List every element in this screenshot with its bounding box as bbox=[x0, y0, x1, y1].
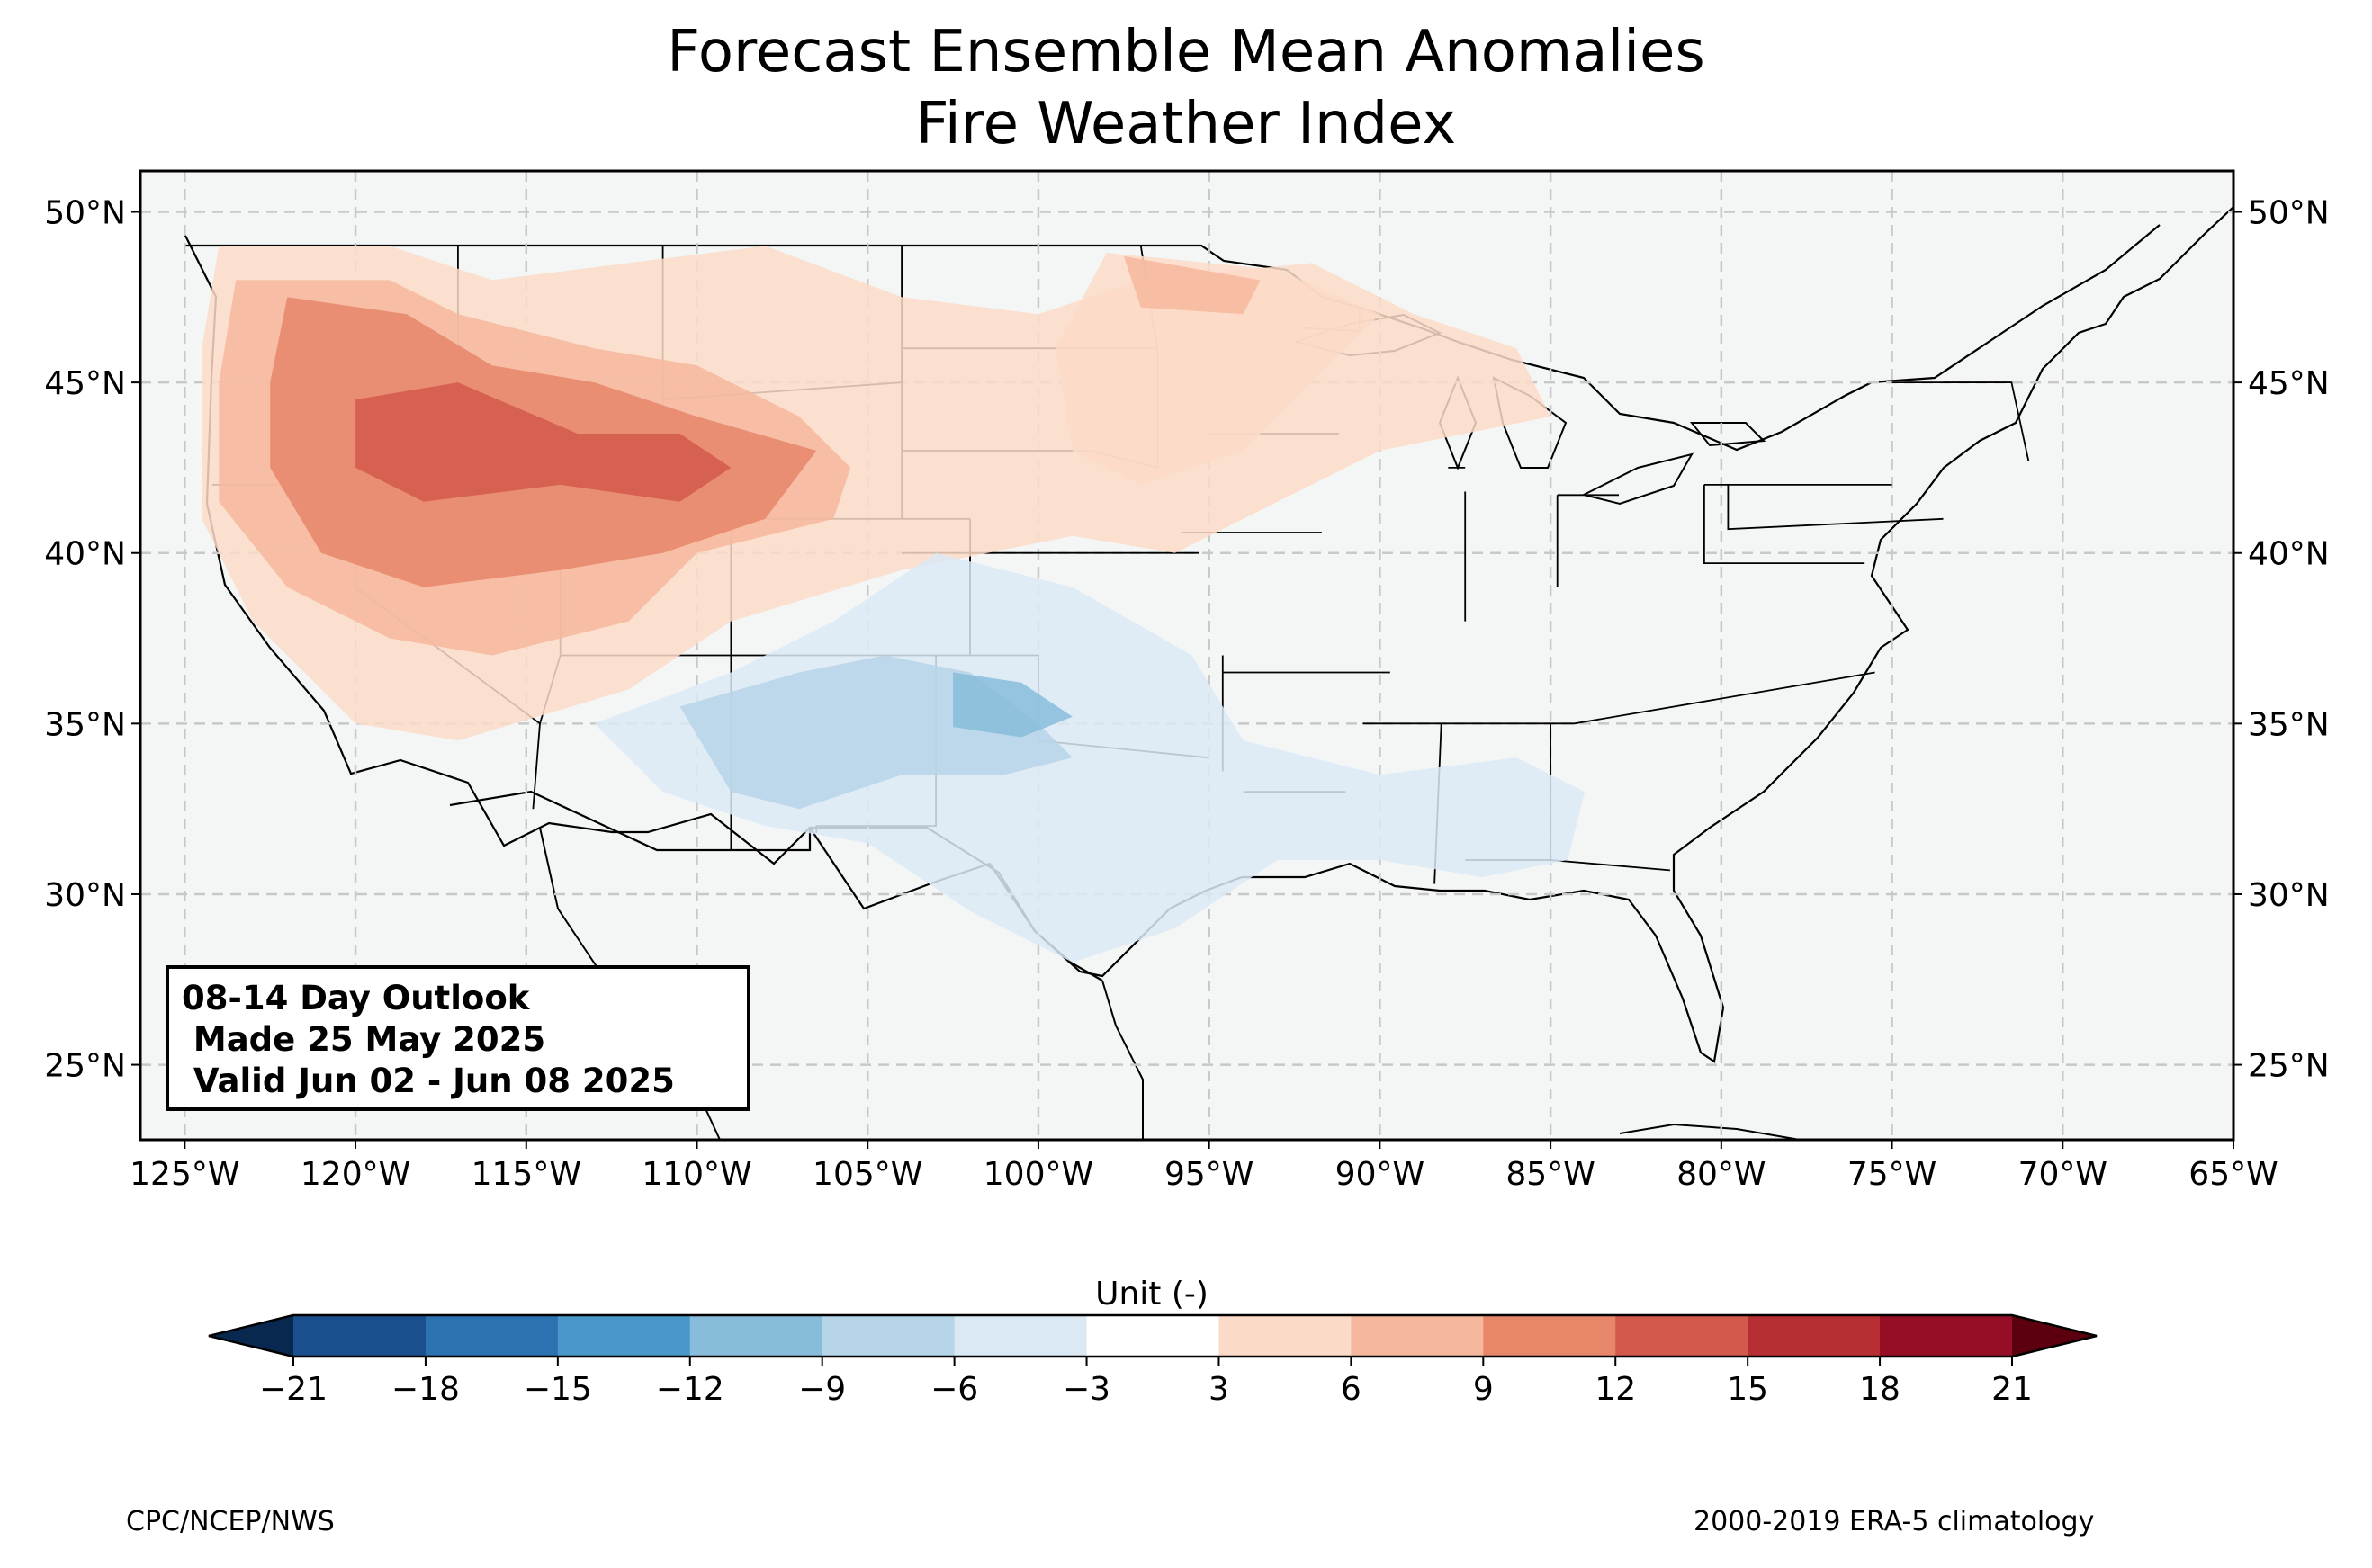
colorbar-tick-label: 6 bbox=[1341, 1371, 1361, 1408]
lon-tick-label: 110°W bbox=[642, 1156, 751, 1193]
lat-tick-label-right: 40°N bbox=[2248, 536, 2330, 573]
colorbar-tick-label: 3 bbox=[1208, 1371, 1229, 1408]
lat-tick-label-left: 35°N bbox=[44, 706, 126, 743]
colorbar-tick-label: −21 bbox=[259, 1371, 328, 1408]
colorbar-segment bbox=[1615, 1315, 1748, 1357]
lat-tick-label-left: 50°N bbox=[44, 195, 126, 232]
state-border bbox=[1703, 484, 1865, 564]
outlook-made-date: Made 25 May 2025 bbox=[182, 1020, 546, 1059]
lat-tick-label-right: 50°N bbox=[2248, 195, 2330, 232]
colorbar-segment bbox=[293, 1315, 427, 1357]
colorbar-segment bbox=[1880, 1315, 2013, 1357]
lon-tick-label: 65°W bbox=[2188, 1156, 2278, 1193]
lon-tick-label: 85°W bbox=[1505, 1156, 1595, 1193]
lat-tick-label-left: 30°N bbox=[44, 877, 126, 914]
outlook-box: 08-14 Day Outlook Made 25 May 2025 Valid… bbox=[166, 965, 750, 1111]
credit-climatology: 2000-2019 ERA-5 climatology bbox=[1694, 1506, 2095, 1537]
axis-ticks: 125°W 120°W 115°W 110°W 105°W 100°W 95°W 90°W 85… bbox=[44, 195, 2330, 1193]
colorbar-segment bbox=[1218, 1315, 1352, 1357]
lat-tick-label-right: 35°N bbox=[2248, 706, 2330, 743]
anomaly-contour bbox=[1055, 253, 1380, 485]
lon-tick-label: 80°W bbox=[1676, 1156, 1766, 1193]
map-frame bbox=[139, 169, 2235, 1142]
anomaly-fields bbox=[202, 246, 1586, 963]
colorbar-tick-label: −9 bbox=[798, 1371, 846, 1408]
lon-tick-label: 75°W bbox=[1847, 1156, 1936, 1193]
lon-tick-label: 115°W bbox=[472, 1156, 581, 1193]
outlook-period: 08-14 Day Outlook bbox=[182, 979, 530, 1017]
colorbar: −21 −18 −15 −12 −9 −6 −3 3 6 9 12 15 18 21 bbox=[208, 1313, 2098, 1408]
colorbar-tick-label: 18 bbox=[1859, 1371, 1900, 1408]
lat-tick-label-right: 30°N bbox=[2248, 877, 2330, 914]
colorbar-tick-label: 21 bbox=[1991, 1371, 2033, 1408]
colorbar-under-arrow bbox=[209, 1315, 293, 1357]
colorbar-label: Unit (-) bbox=[1095, 1276, 1208, 1313]
colorbar-tick-label: −6 bbox=[930, 1371, 978, 1408]
lon-tick-label: 95°W bbox=[1164, 1156, 1253, 1193]
outlook-valid-dates: Valid Jun 02 - Jun 08 2025 bbox=[182, 1062, 675, 1100]
anomaly-contour bbox=[953, 672, 1073, 738]
colorbar-segment bbox=[1748, 1315, 1881, 1357]
colorbar-segment bbox=[954, 1315, 1088, 1357]
lon-tick-label: 105°W bbox=[813, 1156, 922, 1193]
lon-tick-label: 125°W bbox=[130, 1156, 239, 1193]
colorbar-tick-label: 12 bbox=[1595, 1371, 1636, 1408]
lon-tick-label: 120°W bbox=[301, 1156, 410, 1193]
colorbar-tick-label: −12 bbox=[656, 1371, 724, 1408]
us-land bbox=[184, 206, 2233, 1063]
anomaly-contour bbox=[1123, 255, 1261, 315]
colorbar-segment bbox=[1086, 1315, 1219, 1357]
credit-source: CPC/NCEP/NWS bbox=[126, 1506, 335, 1537]
cuba bbox=[1619, 1123, 1801, 1140]
anomaly-contour bbox=[594, 552, 1586, 963]
state-border bbox=[1550, 859, 1670, 872]
lat-tick-label-right: 25°N bbox=[2248, 1048, 2330, 1085]
colorbar-tick-label: 9 bbox=[1473, 1371, 1494, 1408]
anomaly-contour bbox=[355, 382, 732, 502]
state-border bbox=[1727, 484, 1944, 531]
lon-tick-label: 100°W bbox=[984, 1156, 1093, 1193]
colorbar-segment bbox=[557, 1315, 691, 1357]
lat-tick-label-left: 45°N bbox=[44, 365, 126, 402]
colorbar-segment bbox=[425, 1315, 559, 1357]
lon-tick-label: 90°W bbox=[1335, 1156, 1424, 1193]
colorbar-tick-label: −3 bbox=[1063, 1371, 1110, 1408]
chart-subtitle: Fire Weather Index bbox=[915, 91, 1457, 157]
colorbar-over-arrow bbox=[2012, 1315, 2097, 1357]
colorbar-segment bbox=[1351, 1315, 1484, 1357]
colorbar-segment bbox=[1483, 1315, 1616, 1357]
chart-title: Forecast Ensemble Mean Anomalies bbox=[667, 19, 1705, 85]
colorbar-tick-label: −15 bbox=[524, 1371, 592, 1408]
colorbar-segment bbox=[689, 1315, 823, 1357]
lat-tick-label-left: 25°N bbox=[44, 1048, 126, 1085]
lat-tick-label-left: 40°N bbox=[44, 536, 126, 573]
lon-tick-label: 70°W bbox=[2018, 1156, 2107, 1193]
colorbar-tick-label: 15 bbox=[1727, 1371, 1768, 1408]
colorbar-tick-label: −18 bbox=[391, 1371, 460, 1408]
lat-tick-label-right: 45°N bbox=[2248, 365, 2330, 402]
colorbar-segment bbox=[822, 1315, 956, 1357]
